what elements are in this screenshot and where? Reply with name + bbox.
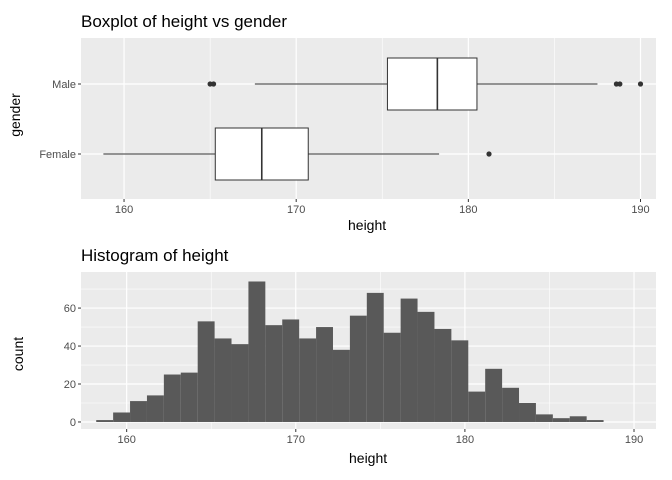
histogram-x-tick-label: 180 (456, 434, 474, 446)
boxplot-x-axis-title: height (348, 217, 387, 233)
histogram-x-tick-label: 160 (117, 434, 135, 446)
histogram-bar (366, 292, 384, 422)
histogram-bar (502, 387, 520, 422)
boxplot-box-male (386, 57, 478, 111)
histogram-bar (332, 349, 350, 422)
histogram-bar (265, 325, 283, 422)
boxplot-x-tick-label: 160 (115, 204, 133, 216)
histogram-x-tick-label: 190 (625, 434, 643, 446)
histogram-y-axis-title: count (10, 336, 26, 372)
histogram-bar (96, 420, 114, 422)
boxplot-x-tick-label: 170 (287, 204, 305, 216)
histogram-bar (586, 420, 604, 422)
histogram-bar (214, 338, 232, 422)
boxplot-panel-background (81, 38, 656, 199)
histogram-bar (434, 328, 452, 422)
histogram-bar (552, 418, 570, 422)
histogram-bar (417, 311, 435, 422)
histogram-bar (248, 281, 266, 422)
histogram-bar (231, 344, 249, 422)
histogram-x-tick-label: 170 (287, 434, 305, 446)
histogram-bar (383, 332, 401, 422)
histogram-bar (468, 391, 486, 422)
histogram-bar (197, 321, 215, 422)
histogram-bar (299, 338, 317, 422)
histogram-bar (569, 416, 587, 422)
histogram-bar (535, 414, 553, 422)
histogram-y-tick-label: 60 (64, 303, 76, 315)
histogram-y-tick-label: 40 (64, 341, 76, 353)
histogram-bar (349, 315, 367, 422)
histogram-bar (146, 395, 164, 422)
histogram-x-axis-title: height (349, 450, 388, 466)
boxplot-outlier-point (637, 81, 644, 87)
boxplot-outlier-point (617, 81, 623, 87)
histogram-y-tick-label: 0 (70, 417, 76, 429)
histogram-bar (163, 374, 181, 422)
boxplot-title: Boxplot of height vs gender (81, 12, 288, 31)
histogram-y-tick-label: 20 (64, 379, 76, 391)
boxplot-y-tick-label-female: Female (39, 149, 76, 161)
boxplot-x-tick-label: 180 (459, 204, 477, 216)
histogram-title: Histogram of height (81, 246, 229, 265)
boxplot-y-tick-label-male: Male (52, 79, 76, 91)
histogram-bar (400, 298, 418, 422)
boxplot-outlier-point (210, 81, 217, 87)
histogram-bar (316, 327, 333, 422)
boxplot-x-tick-label: 190 (631, 204, 649, 216)
histogram-bar (519, 402, 536, 422)
boxplot-y-axis-title: gender (7, 93, 23, 137)
boxplot-outlier-point (486, 151, 492, 157)
histogram-bar (485, 368, 503, 422)
histogram-bar (113, 412, 131, 422)
histogram-bar (282, 319, 300, 422)
histogram-bar (180, 372, 198, 422)
histogram-bar (130, 401, 147, 422)
histogram-bar (451, 340, 469, 422)
